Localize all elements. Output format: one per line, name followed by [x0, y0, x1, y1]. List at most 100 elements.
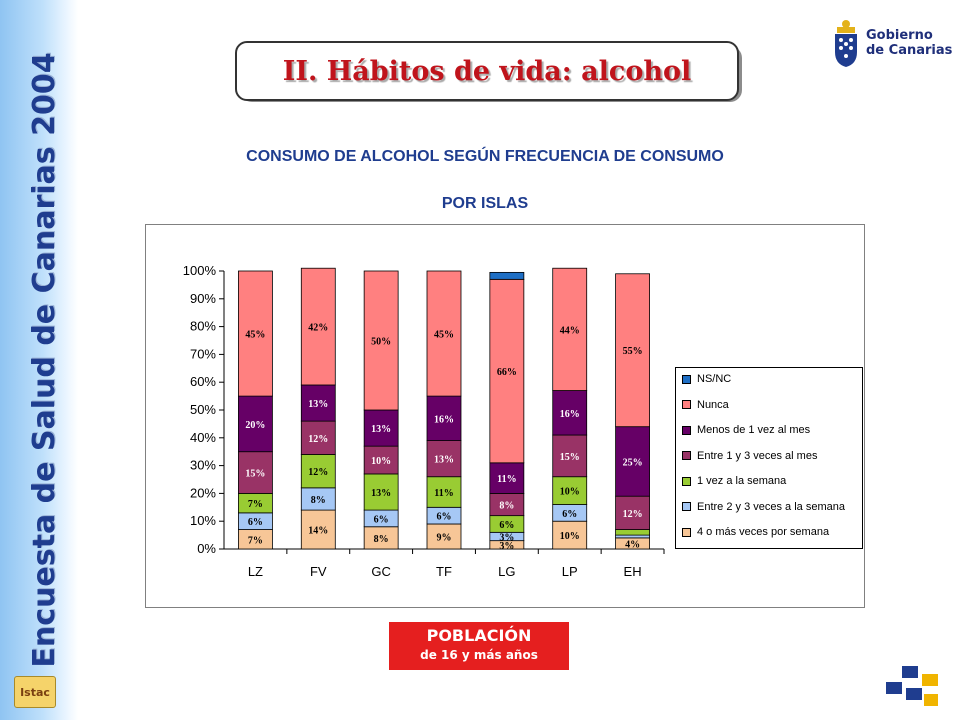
bar-data-label: 42% — [308, 323, 328, 334]
bar-segment — [552, 390, 588, 436]
page-title: II. Hábitos de vida: alcohol — [282, 55, 692, 87]
y-tick-label: 30% — [190, 458, 216, 473]
chart-subtitle-1: CONSUMO DE ALCOHOL SEGÚN FRECUENCIA DE C… — [246, 148, 724, 165]
x-tick-label: EH — [624, 564, 642, 579]
gobierno-logo: Gobierno de Canarias — [828, 12, 953, 72]
bar-segment — [363, 409, 399, 447]
bar-data-label: 6% — [499, 520, 514, 531]
bar-data-label: 7% — [248, 535, 263, 546]
bar-data-label: 12% — [308, 434, 328, 445]
stacked-bar-chart: 0% 10% 20% 30% 40% 50% 60% 70% 80% 90% 100% 7% 6% 7% 1… — [183, 263, 665, 579]
bar-segment — [238, 270, 273, 397]
y-tick-label: 50% — [190, 402, 216, 417]
bar-data-label: 13% — [308, 399, 328, 410]
legend-item: NS/NC — [682, 372, 731, 386]
legend-label: Nunca — [697, 398, 729, 411]
legend-swatch — [682, 527, 691, 537]
bar-data-label: 6% — [562, 509, 577, 520]
bar-segment — [300, 420, 336, 455]
legend-label: NS/NC — [697, 373, 732, 385]
bar-data-label: 16% — [434, 414, 454, 425]
bar-data-label: 6% — [437, 512, 452, 523]
legend-item: 1 vez a la semana — [682, 474, 786, 488]
bar-segment — [363, 473, 399, 511]
bar-data-label: 6% — [248, 517, 263, 528]
chart-legend: NS/NC Nunca Menos de 1 vez al mes Entre 1 y… — [675, 367, 863, 549]
bar-data-label: 50% — [371, 337, 391, 348]
bar-segment — [238, 451, 273, 494]
bar-segment — [363, 445, 399, 475]
legend-swatch — [682, 400, 691, 409]
bar-data-label: 11% — [497, 474, 516, 485]
bar-data-label: 15% — [560, 452, 580, 463]
y-tick-label: 20% — [190, 485, 216, 500]
bar-data-label: 12% — [308, 467, 328, 478]
bar-data-label: 11% — [434, 488, 453, 499]
bar-data-label: 25% — [623, 457, 643, 468]
population-line-2: de 16 y más años — [420, 648, 538, 662]
y-tick-label: 40% — [190, 430, 216, 445]
bar-data-label: 12% — [623, 509, 643, 520]
bar-segment — [615, 534, 650, 539]
logo-line-1: Gobierno — [866, 28, 933, 43]
legend-label: 1 vez a la semana — [697, 475, 787, 487]
bar-segment — [363, 270, 399, 411]
y-tick-label: 100% — [183, 263, 217, 278]
legend-swatch — [682, 374, 691, 384]
population-line-1: POBLACIÓN — [426, 626, 532, 645]
population-box: POBLACIÓN de 16 y más años — [389, 622, 569, 670]
y-tick-label: 90% — [190, 291, 216, 306]
crest-icon — [835, 20, 857, 67]
x-tick-label: FV — [310, 564, 327, 579]
bar-segment — [426, 270, 462, 397]
legend-item: 4 o más veces por semana — [682, 525, 829, 539]
bar-segment — [552, 476, 588, 505]
legend-item: Entre 2 y 3 veces a la semana — [682, 500, 845, 514]
bar-segment — [300, 384, 336, 422]
bar-segment — [426, 395, 462, 441]
legend-item: Entre 1 y 3 veces al mes — [682, 449, 817, 463]
x-tick-label: TF — [436, 564, 452, 579]
bar-data-label: 9% — [437, 532, 452, 543]
legend-swatch — [682, 502, 691, 511]
side-title: Encuesta de Salud de Canarias 2004 — [27, 52, 62, 668]
bar-data-label: 20% — [245, 420, 265, 431]
bar-segment — [489, 271, 525, 280]
y-tick-label: 0% — [197, 541, 216, 556]
legend-label: Menos de 1 vez al mes — [697, 424, 811, 436]
logo-line-2: de Canarias — [866, 43, 953, 58]
y-tick-label: 10% — [190, 513, 216, 528]
bar-data-label: 4% — [625, 539, 640, 550]
bar-data-label: 44% — [560, 325, 580, 336]
y-tick-label: 60% — [190, 374, 216, 389]
bar-data-label: 10% — [560, 487, 580, 498]
x-tick-label: LZ — [248, 564, 263, 579]
bar-data-label: 6% — [374, 514, 389, 525]
bar-data-label: 8% — [311, 495, 326, 506]
istac-label: Istac — [20, 685, 50, 699]
bar-data-label: 45% — [434, 330, 454, 341]
bar-segment — [615, 273, 650, 428]
bar-data-label: 15% — [245, 469, 265, 480]
legend-item: Menos de 1 vez al mes — [682, 423, 810, 437]
bar-data-label: 13% — [434, 455, 454, 466]
bar-data-label: 13% — [371, 424, 391, 435]
legend-label: 4 o más veces por semana — [697, 526, 830, 538]
legend-item: Nunca — [682, 398, 729, 412]
puzzle-decoration-icon — [886, 666, 938, 706]
bar-segment — [300, 509, 336, 550]
y-tick-label: 70% — [190, 346, 216, 361]
bar-segment — [300, 454, 336, 489]
title-box: II. Hábitos de vida: alcohol — [235, 41, 739, 101]
chart-subtitle-2: POR ISLAS — [441, 195, 529, 212]
bar-data-label: 10% — [371, 456, 391, 467]
bar-data-label: 13% — [371, 488, 391, 499]
x-tick-label: LP — [562, 564, 578, 579]
bar-data-label: 3% — [499, 541, 514, 552]
x-tick-label: GC — [371, 564, 391, 579]
bar-data-label: 14% — [308, 526, 328, 537]
bar-data-label: 10% — [560, 531, 580, 542]
bar-data-label: 66% — [497, 367, 517, 378]
bar-data-label: 45% — [245, 330, 265, 341]
bar-data-label: 8% — [374, 534, 389, 545]
